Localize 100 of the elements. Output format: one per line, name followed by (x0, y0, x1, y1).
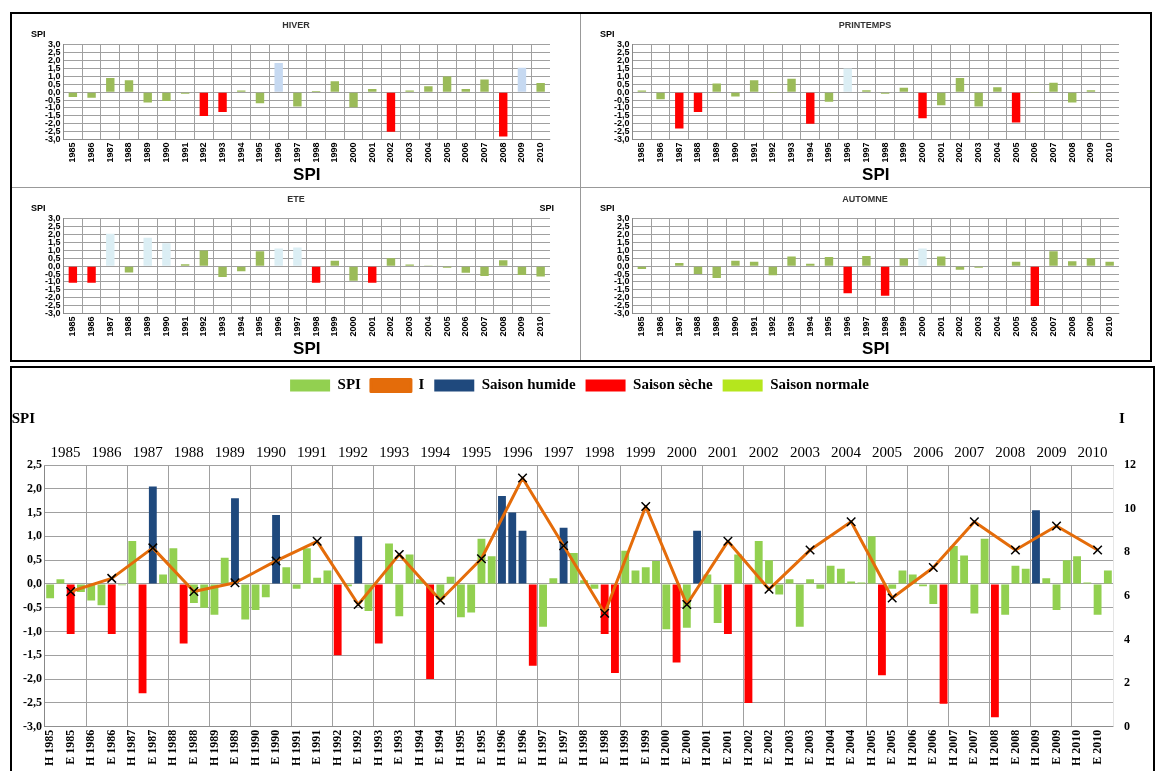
x-tick-label: E 1989 (227, 729, 242, 765)
x-tick-label: 1987 (673, 142, 684, 163)
x-tick-label: 2002 (385, 316, 396, 337)
x-tick-label: 2003 (973, 142, 984, 163)
x-tick-label: E 1999 (637, 729, 652, 765)
y-tick-label: -1,5 (23, 647, 42, 662)
x-axis-title: SPI (293, 338, 321, 358)
y-tick-label: 3,0 (47, 39, 61, 50)
legend-label: Saison sèche (633, 376, 713, 393)
x-tick-label: 1991 (748, 142, 759, 163)
y-tick-label: 2,5 (616, 47, 630, 58)
x-tick-label: 1996 (273, 316, 284, 337)
y-tick-label: 0,0 (27, 576, 42, 591)
x2-tick-label: 1991 (297, 443, 327, 460)
x-tick-label: 1997 (291, 142, 302, 163)
x-tick-label: 1987 (673, 316, 684, 337)
x-tick-label: H 1997 (535, 729, 550, 767)
y2-tick-label: 10 (1124, 500, 1136, 515)
x-tick-label: 1998 (879, 142, 890, 163)
y-tick-label: 2,0 (27, 480, 42, 495)
x-tick-label: H 1998 (576, 729, 591, 767)
x-tick-label: 1985 (636, 316, 647, 337)
x-tick-label: 2008 (1066, 142, 1077, 163)
x2-tick-label: 1995 (461, 443, 492, 460)
x-tick-label: 1999 (329, 142, 340, 163)
x-tick-label: E 1992 (350, 729, 365, 765)
x-tick-label: 2001 (366, 142, 377, 163)
x-tick-label: E 2008 (1007, 729, 1022, 765)
x-tick-label: 2009 (1085, 316, 1096, 337)
x-tick-label: 2005 (1010, 316, 1021, 337)
x-tick-label: 1995 (823, 142, 834, 163)
y-tick-label: 1,0 (27, 528, 42, 543)
x2-tick-label: 1992 (338, 443, 369, 460)
x-tick-label: H 1996 (494, 729, 509, 767)
y-tick-label: 2,5 (47, 47, 61, 58)
x-tick-label: 1996 (273, 142, 284, 163)
x-tick-label: 1993 (786, 316, 797, 337)
x-tick-label: H 2004 (822, 729, 837, 767)
x-tick-label: 1989 (711, 316, 722, 337)
x-tick-label: 1985 (636, 142, 647, 163)
x2-tick-label: 2002 (748, 443, 779, 460)
y-axis-title: SPI (30, 28, 46, 39)
x-tick-label: 2010 (535, 142, 546, 163)
x-tick-label: E 1997 (555, 729, 570, 765)
y-tick-label: -1,5 (44, 110, 61, 121)
x-tick-label: 1991 (748, 316, 759, 337)
x-tick-label: E 1994 (432, 729, 447, 765)
x-tick-label: 1995 (254, 142, 265, 163)
y-tick-label: -2,0 (613, 118, 630, 129)
chart-title: ETE (287, 193, 305, 204)
x-tick-label: E 1986 (103, 729, 118, 765)
y2-tick-label: 2 (1124, 675, 1130, 690)
y2-tick-label: 12 (1124, 457, 1136, 472)
chart-title: HIVER (282, 19, 311, 30)
x-tick-label: 2008 (497, 142, 508, 163)
x-tick-label: 1995 (823, 316, 834, 337)
x-axis-title: SPI (293, 165, 321, 185)
x-tick-label: H 1988 (165, 729, 180, 767)
x-tick-label: H 1987 (124, 729, 139, 767)
x-tick-label: 2001 (366, 316, 377, 337)
x-tick-label: 2009 (516, 316, 527, 337)
y-tick-label: -1,5 (613, 110, 630, 121)
x-tick-label: H 2000 (658, 729, 673, 767)
x-tick-label: 1988 (692, 142, 703, 163)
x-tick-label: 2002 (385, 142, 396, 163)
x2-tick-label: 2001 (707, 443, 738, 460)
x-tick-label: H 2008 (987, 729, 1001, 767)
legend-label: I (418, 376, 425, 393)
x-tick-label: E 1996 (514, 729, 529, 765)
x-tick-label: 2004 (422, 142, 433, 163)
x-tick-label: E 2010 (1089, 729, 1104, 765)
x-tick-label: 1996 (842, 316, 853, 337)
x-tick-label: E 1998 (596, 729, 611, 765)
x-tick-label: 1998 (310, 316, 321, 337)
x-tick-label: 1991 (179, 316, 190, 337)
y-tick-label: -0,5 (23, 599, 42, 614)
x-tick-label: H 1992 (329, 729, 344, 767)
x-tick-label: 1990 (729, 316, 740, 337)
x-tick-label: H 1989 (206, 729, 221, 767)
x-tick-label: E 1991 (309, 729, 324, 765)
x-tick-label: 1993 (786, 142, 797, 163)
x-tick-label: 2008 (1066, 316, 1077, 337)
x-tick-label: 2010 (1104, 316, 1115, 337)
x-tick-label: 2004 (991, 316, 1002, 337)
chart-title: AUTOMNE (842, 193, 888, 204)
x-tick-label: 1992 (198, 142, 209, 163)
x-tick-label: 1988 (692, 316, 703, 337)
x-tick-label: 1985 (67, 142, 78, 163)
x-tick-label: 1990 (160, 316, 171, 337)
x-tick-label: 1986 (86, 142, 97, 163)
x-tick-label: 1996 (842, 142, 853, 163)
x-tick-label: 1986 (86, 316, 97, 337)
x-tick-label: 2005 (441, 316, 452, 337)
x-tick-label: H 1994 (411, 729, 426, 767)
x-tick-label: 1993 (217, 316, 228, 337)
x-tick-label: 2005 (441, 142, 452, 163)
x2-tick-label: 2004 (831, 443, 862, 460)
x2-tick-label: 1999 (625, 443, 656, 460)
y2-tick-label: 4 (1124, 631, 1130, 646)
x-tick-label: 2009 (1085, 142, 1096, 163)
